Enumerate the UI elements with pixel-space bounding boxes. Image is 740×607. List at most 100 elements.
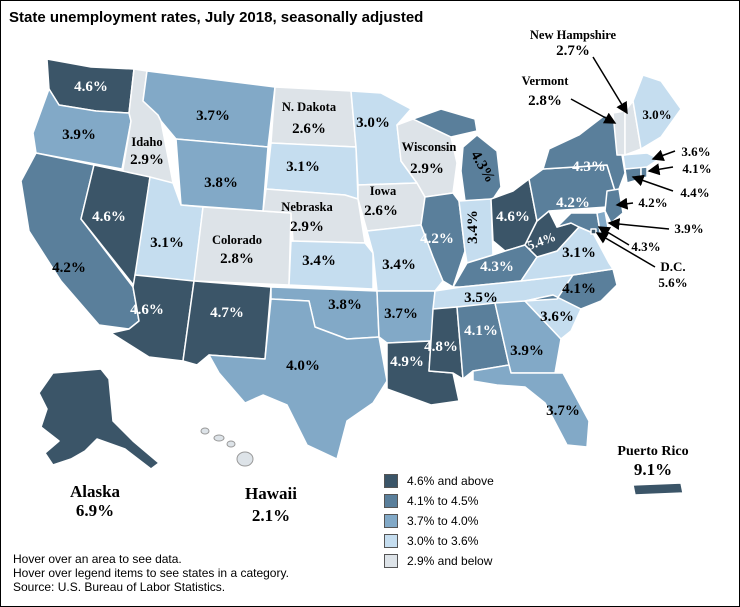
state-michigan-lower[interactable]	[460, 134, 502, 202]
label-md: 4.3%	[631, 239, 660, 254]
label-ak: 6.9%	[76, 501, 114, 520]
legend-label: 2.9% and below	[407, 554, 493, 568]
name-nd: N. Dakota	[282, 100, 337, 114]
label-ri: 4.1%	[682, 161, 711, 176]
label-ga: 3.9%	[510, 343, 544, 359]
state-hawaii[interactable]	[200, 427, 254, 467]
label-wy: 3.8%	[204, 175, 238, 191]
label-sc: 3.6%	[540, 309, 574, 325]
label-nd: 2.6%	[292, 121, 326, 137]
label-me: 3.0%	[642, 107, 671, 122]
note-source: Source: U.S. Bureau of Labor Statistics.	[13, 580, 226, 594]
label-oh: 4.6%	[496, 209, 530, 225]
label-fl: 3.7%	[546, 403, 580, 419]
label-pr: 9.1%	[634, 460, 672, 479]
state-florida[interactable]	[472, 364, 590, 448]
label-la: 4.9%	[390, 354, 424, 370]
state-alaska[interactable]	[38, 368, 160, 470]
map-title: State unemployment rates, July 2018, sea…	[9, 9, 424, 26]
legend-label: 3.0% to 3.6%	[407, 534, 479, 548]
label-ar: 3.7%	[384, 306, 418, 322]
label-id: 2.9%	[130, 152, 164, 168]
label-ny: 4.3%	[572, 159, 606, 175]
label-pa: 4.2%	[556, 195, 590, 211]
name-hi: Hawaii	[245, 484, 297, 503]
legend-item-mid[interactable]: 3.7% to 4.0%	[384, 511, 494, 531]
name-dc: D.C.	[660, 259, 685, 274]
legend: 4.6% and above 4.1% to 4.5% 3.7% to 4.0%…	[384, 471, 494, 571]
label-co: 2.8%	[220, 251, 254, 267]
name-ak: Alaska	[70, 482, 121, 501]
label-ca: 4.2%	[52, 260, 86, 276]
label-ut: 3.1%	[150, 235, 184, 251]
state-texas[interactable]	[208, 298, 388, 460]
legend-swatch	[384, 494, 398, 508]
state-new-mexico[interactable]	[182, 280, 272, 366]
legend-swatch	[384, 474, 398, 488]
name-id: Idaho	[131, 135, 162, 149]
legend-item-high[interactable]: 4.6% and above	[384, 471, 494, 491]
state-north-dakota[interactable]	[270, 86, 357, 148]
label-tx: 4.0%	[286, 358, 320, 374]
name-ia: Iowa	[370, 184, 397, 198]
note-hover-area: Hover over an area to see data.	[13, 552, 182, 566]
name-pr: Puerto Rico	[617, 444, 688, 459]
label-va: 3.1%	[562, 245, 596, 261]
label-il: 4.2%	[420, 231, 454, 247]
label-al: 4.1%	[464, 323, 498, 339]
label-nh: 2.7%	[556, 43, 590, 59]
legend-item-low[interactable]: 3.0% to 3.6%	[384, 531, 494, 551]
label-ia: 2.6%	[364, 203, 398, 219]
label-nj: 4.2%	[638, 195, 667, 210]
label-ms: 4.8%	[424, 339, 458, 355]
state-kansas[interactable]	[288, 240, 374, 290]
label-mt: 3.7%	[196, 108, 230, 124]
label-ne: 2.9%	[290, 219, 324, 235]
name-ne: Nebraska	[281, 200, 333, 214]
state-rhode-island[interactable]	[640, 166, 648, 180]
name-wi: Wisconsin	[402, 140, 457, 154]
name-co: Colorado	[212, 233, 262, 247]
label-az: 4.6%	[130, 302, 164, 318]
state-puerto-rico[interactable]	[632, 482, 684, 496]
label-sd: 3.1%	[286, 159, 320, 175]
state-maine[interactable]	[632, 74, 682, 150]
legend-label: 3.7% to 4.0%	[407, 514, 479, 528]
label-dc: 5.6%	[658, 275, 687, 290]
label-nm: 4.7%	[210, 305, 244, 321]
label-or: 3.9%	[62, 127, 96, 143]
label-mn: 3.0%	[356, 115, 390, 131]
legend-item-upper-mid[interactable]: 4.1% to 4.5%	[384, 491, 494, 511]
legend-item-lowest[interactable]: 2.9% and below	[384, 551, 494, 571]
legend-swatch	[384, 514, 398, 528]
label-ks: 3.4%	[302, 253, 336, 269]
label-ok: 3.8%	[328, 297, 362, 313]
label-wa: 4.6%	[74, 79, 108, 95]
label-nc: 4.1%	[562, 281, 596, 297]
state-michigan-upper[interactable]	[412, 108, 478, 138]
legend-swatch	[384, 534, 398, 548]
pointer-arrows	[570, 56, 676, 268]
label-vt: 2.8%	[528, 93, 562, 109]
legend-label: 4.6% and above	[407, 474, 494, 488]
label-ct: 4.4%	[680, 185, 709, 200]
legend-swatch	[384, 554, 398, 568]
note-hover-legend: Hover over legend items to see states in…	[13, 566, 289, 580]
label-ky: 4.3%	[480, 259, 514, 275]
state-massachusetts[interactable]	[622, 152, 660, 170]
label-in: 3.4%	[465, 210, 481, 244]
label-de: 3.9%	[674, 221, 703, 236]
state-dc[interactable]	[590, 228, 597, 235]
name-vt: Vermont	[522, 74, 570, 88]
legend-label: 4.1% to 4.5%	[407, 494, 479, 508]
state-labels: 4.6% 3.9% 4.2% Idaho 2.9% 4.6% 3.7% 3.8%…	[52, 28, 712, 525]
label-nv: 4.6%	[92, 209, 126, 225]
label-hi: 2.1%	[252, 506, 290, 525]
label-mo: 3.4%	[382, 257, 416, 273]
footnotes: Hover over an area to see data. Hover ov…	[13, 552, 289, 594]
label-ma: 3.6%	[681, 144, 710, 159]
label-wi: 2.9%	[410, 161, 444, 177]
state-new-jersey[interactable]	[604, 188, 624, 224]
